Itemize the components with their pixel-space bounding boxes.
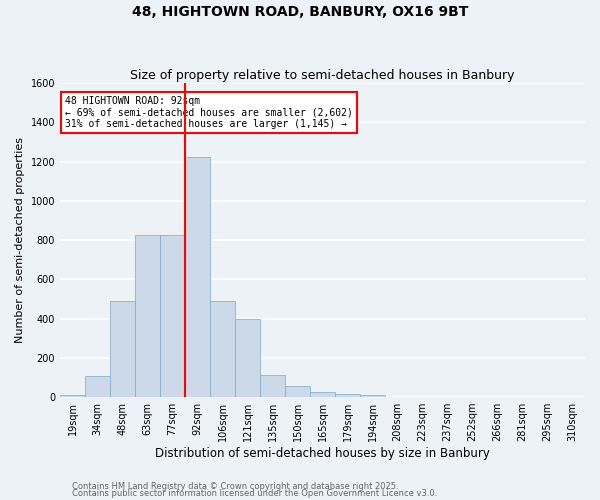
Bar [310, 392, 335, 397]
Y-axis label: Number of semi-detached properties: Number of semi-detached properties [15, 137, 25, 343]
Text: 48, HIGHTOWN ROAD, BANBURY, OX16 9BT: 48, HIGHTOWN ROAD, BANBURY, OX16 9BT [132, 5, 468, 19]
Bar [360, 395, 385, 397]
Bar [235, 318, 260, 397]
Bar [60, 395, 85, 397]
Bar [210, 301, 235, 397]
Bar [160, 235, 185, 397]
Bar [335, 394, 360, 397]
Bar [85, 376, 110, 397]
Bar [110, 301, 135, 397]
Bar [260, 374, 285, 397]
Bar [285, 386, 310, 397]
Bar [135, 235, 160, 397]
Text: Contains HM Land Registry data © Crown copyright and database right 2025.: Contains HM Land Registry data © Crown c… [72, 482, 398, 491]
Title: Size of property relative to semi-detached houses in Banbury: Size of property relative to semi-detach… [130, 69, 515, 82]
Bar [185, 156, 210, 397]
Text: Contains public sector information licensed under the Open Government Licence v3: Contains public sector information licen… [72, 489, 437, 498]
Text: 48 HIGHTOWN ROAD: 92sqm
← 69% of semi-detached houses are smaller (2,602)
31% of: 48 HIGHTOWN ROAD: 92sqm ← 69% of semi-de… [65, 96, 353, 129]
X-axis label: Distribution of semi-detached houses by size in Banbury: Distribution of semi-detached houses by … [155, 447, 490, 460]
